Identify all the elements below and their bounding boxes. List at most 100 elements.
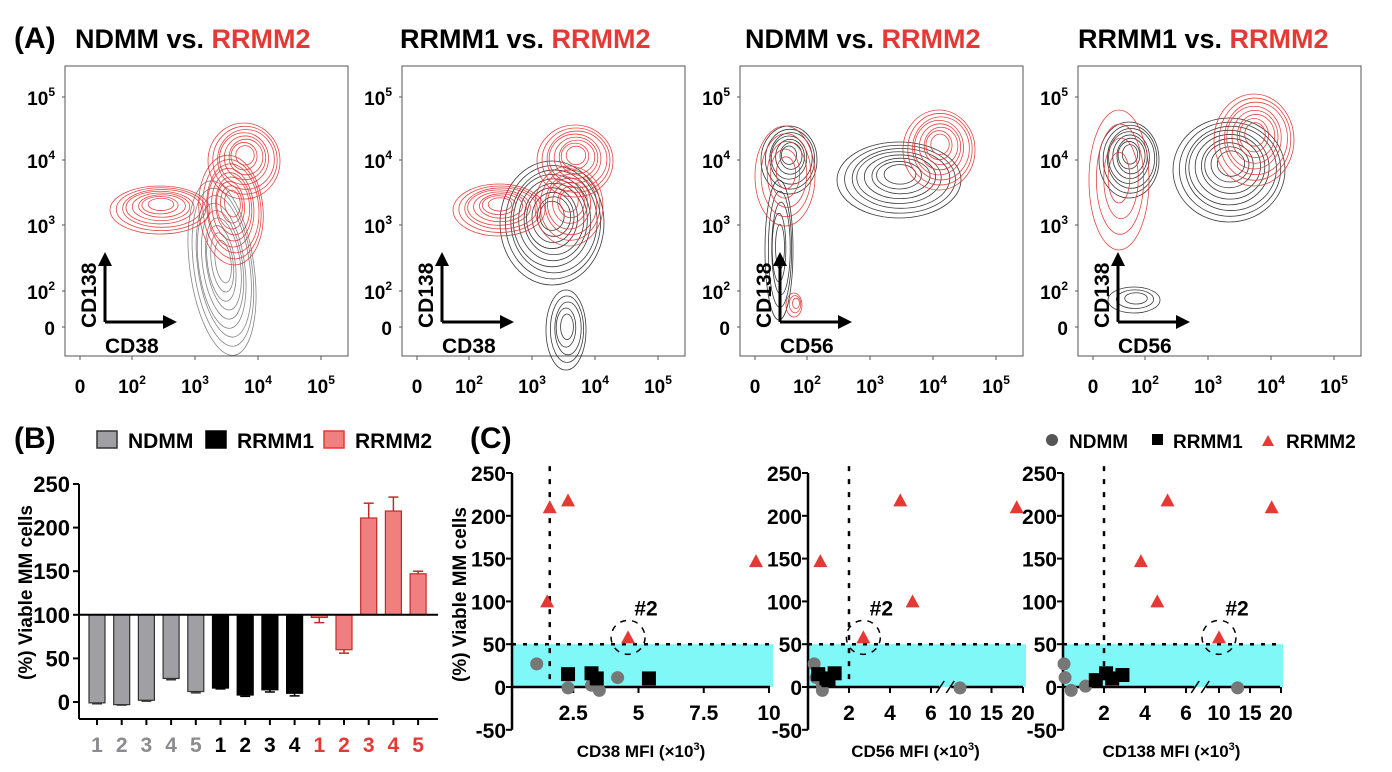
plot-title: RRMM1 vs. RRMM2 — [400, 24, 651, 54]
contour-line — [565, 145, 587, 166]
x-axis-label: CD56 — [780, 335, 834, 358]
contour-line — [836, 141, 962, 219]
tick-exp: 2 — [1061, 279, 1068, 293]
contour-line — [776, 156, 797, 190]
contour-line — [1095, 123, 1145, 235]
tick-exp: 5 — [328, 373, 335, 387]
contour-line — [930, 133, 950, 156]
x-tick-label: 20 — [1011, 702, 1034, 725]
contour-line — [788, 295, 802, 314]
xlabel-end: ) — [974, 742, 980, 761]
bar-chart: (B) NDMM RRMM1 RRMM2 0 50 100 150 200 250 (%) Viab… — [14, 422, 438, 757]
tick-base: 10 — [702, 89, 723, 110]
contour-line — [1124, 292, 1148, 305]
contour-line — [1107, 286, 1161, 314]
y-tick-label: 250 — [33, 472, 70, 497]
x-tick-label: 15 — [980, 702, 1004, 725]
x-tick-label: 6 — [1180, 702, 1192, 725]
y-tick-label: 50 — [46, 646, 70, 671]
tick-exp: 2 — [48, 279, 55, 293]
contour-line — [487, 197, 513, 212]
x-tick-label: 2 — [116, 734, 128, 757]
y-axis-label: CD138 — [78, 262, 101, 328]
tick-exp: 4 — [385, 148, 392, 162]
contour-line — [769, 148, 801, 199]
contour-line — [536, 124, 614, 198]
tick-base: 10 — [1320, 377, 1341, 398]
point-rrmm1 — [561, 667, 576, 682]
highlight-circle — [845, 619, 882, 656]
contour-line — [863, 154, 937, 200]
tick-base: 10 — [1257, 377, 1278, 398]
title-group-a: NDMM vs. — [75, 24, 212, 54]
tick-base: 0 — [1057, 319, 1068, 340]
y-tick-label: 104 — [364, 148, 392, 173]
tick-exp: 3 — [1061, 213, 1068, 227]
contour-line — [1239, 118, 1269, 153]
y-tick-label: 50 — [483, 634, 506, 657]
tick-exp: 5 — [665, 373, 672, 387]
scatter-plot-1: -50 0 50 100 150 200 250 2.5 5 7.5 10 CD38 MFI (×10… — [450, 463, 781, 761]
contour-line — [191, 187, 255, 347]
tick-exp: 4 — [723, 148, 730, 162]
tick-exp: 3 — [1215, 373, 1222, 387]
tick-base: 10 — [1040, 283, 1061, 304]
y-tick-label: 102 — [27, 279, 55, 304]
contour-line — [1201, 138, 1261, 194]
x-tick-label: 103 — [856, 373, 884, 398]
contour-line — [479, 193, 523, 219]
y-tick-label: 200 — [471, 506, 506, 529]
y-tick-label: 0 — [381, 319, 392, 340]
contour-line — [122, 189, 202, 228]
contour-line — [1204, 142, 1254, 189]
contour-line — [1188, 129, 1270, 206]
point-ndmm — [1231, 681, 1245, 695]
x-tick-label: 6 — [925, 702, 937, 725]
annotation-label: #2 — [1225, 597, 1248, 620]
arrow-head-up-icon — [435, 252, 449, 266]
contour-line — [141, 196, 179, 215]
y-tick-label: 0 — [1045, 677, 1057, 700]
contour-line — [545, 289, 587, 371]
y-tick-label: 104 — [27, 148, 55, 173]
tick-base: 10 — [118, 377, 139, 398]
contour-line — [1226, 105, 1282, 170]
contour-line — [844, 144, 956, 214]
contour-line — [918, 123, 962, 171]
point-rrmm2 — [1264, 500, 1279, 514]
y-tick-label: 102 — [702, 279, 730, 304]
bar-rrmm2 — [409, 573, 427, 616]
contour-line — [1185, 125, 1277, 211]
y-tick-label: 50 — [779, 634, 802, 657]
contour-line — [1108, 131, 1150, 184]
point-ndmm — [1057, 657, 1071, 671]
contour-line — [544, 173, 598, 236]
panel-label-b: (B) — [14, 422, 56, 455]
contour-line — [775, 138, 805, 175]
contour-line — [785, 292, 803, 318]
point-rrmm2 — [1212, 630, 1226, 644]
x-tick-label: 10 — [948, 702, 971, 725]
bar-rrmm1 — [236, 614, 254, 696]
x-axis-label: CD56 MFI (×103) — [851, 741, 979, 761]
y-tick-label: 105 — [702, 85, 730, 110]
contour-line — [914, 119, 964, 176]
contour-line — [138, 194, 186, 218]
tick-base: 10 — [581, 377, 602, 398]
tick-base: 10 — [364, 217, 385, 238]
contour-line — [219, 132, 269, 185]
y-tick-label: 102 — [364, 279, 392, 304]
y-axis-label: CD138 — [753, 262, 776, 328]
x-tick-label: 7.5 — [689, 702, 719, 725]
legend-label: RRMM1 — [1173, 432, 1243, 453]
tick-exp: 2 — [385, 279, 392, 293]
tick-exp: 5 — [1003, 373, 1010, 387]
y-tick-label: -50 — [1027, 720, 1057, 743]
x-tick-label: 3 — [363, 734, 375, 757]
x-tick-label: 2 — [338, 734, 350, 757]
tick-base: 10 — [27, 217, 48, 238]
point-ndmm — [953, 681, 967, 695]
y-tick-label: 103 — [702, 213, 730, 238]
contour-line — [754, 125, 816, 227]
y-tick-label: 150 — [767, 549, 802, 572]
